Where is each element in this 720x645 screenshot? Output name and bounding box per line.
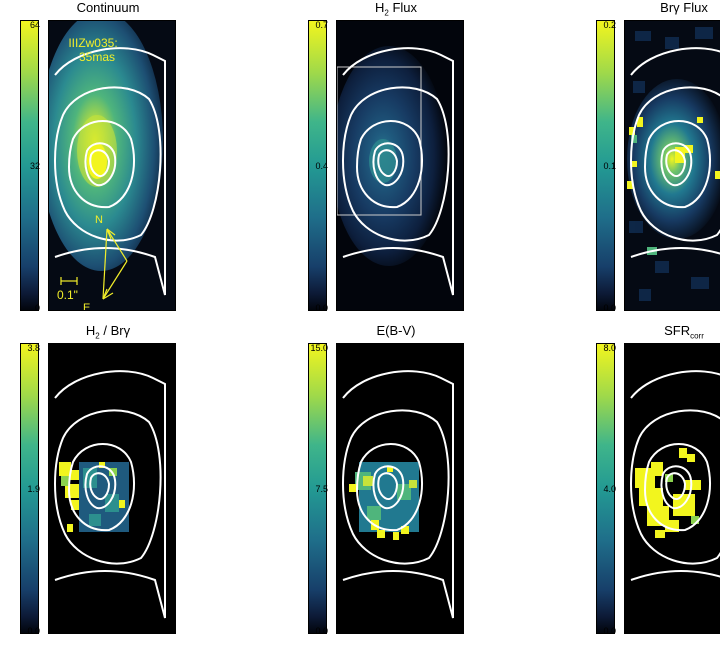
panel-title: SFRcorr bbox=[664, 323, 704, 341]
colorbar-tick-mid: 4.0 bbox=[603, 484, 616, 494]
colorbar-tick-top: 3.8 bbox=[27, 343, 40, 353]
colorbar-tick-mid: 7.5 bbox=[315, 484, 328, 494]
east-label: E bbox=[83, 302, 90, 310]
panel-continuum: Continuum 64 32 0 bbox=[0, 0, 240, 322]
panel-h2-flux: H2 Flux 0.7 0.4 0.0 bbox=[288, 0, 528, 322]
colorbar: 8.0 4.0 0.0 bbox=[596, 343, 616, 636]
colorbar: 15.0 7.5 0.0 bbox=[308, 343, 328, 636]
colorbar-tick-mid: 0.1 bbox=[603, 161, 616, 171]
colorbar: 0.2 0.1 0.0 bbox=[596, 20, 616, 313]
north-label: N bbox=[95, 214, 103, 226]
colorbar: 0.7 0.4 0.0 bbox=[308, 20, 328, 313]
colorbar-tick-bottom: 0 bbox=[34, 303, 40, 313]
panel-title: Brγ Flux bbox=[660, 0, 708, 15]
colorbar-tick-bottom: 0.0 bbox=[315, 626, 328, 636]
colorbar: 64 32 0 bbox=[20, 20, 40, 313]
map-h2-brg bbox=[48, 343, 176, 634]
panel-sfr: SFRcorr 8.0 4.0 0.0 bbox=[576, 323, 720, 645]
panel-ebv: E(B-V) 15.0 7.5 0.0 bbox=[288, 323, 528, 645]
colorbar-tick-top: 64 bbox=[29, 20, 40, 30]
colorbar-tick-mid: 1.9 bbox=[27, 484, 40, 494]
map-brg-flux bbox=[624, 20, 720, 311]
panel-title: E(B-V) bbox=[376, 323, 416, 338]
colorbar-tick-bottom: 0.0 bbox=[315, 303, 328, 313]
colorbar-tick-bottom: 0.0 bbox=[603, 303, 616, 313]
panel-title: H2 Flux bbox=[374, 0, 417, 18]
map-sfr bbox=[624, 343, 720, 634]
colorbar-tick-mid: 0.4 bbox=[315, 161, 328, 171]
panel-h2-brg: H2 / Brγ 3.8 1.9 0.0 bbox=[0, 323, 240, 645]
panel-title: Continuum bbox=[76, 0, 140, 15]
map-ebv bbox=[336, 343, 464, 634]
colorbar-tick-top: 15.0 bbox=[310, 343, 328, 353]
object-name-label: IIIZw035: bbox=[68, 36, 117, 50]
colorbar-tick-bottom: 0.0 bbox=[27, 626, 40, 636]
colorbar: 3.8 1.9 0.0 bbox=[20, 343, 40, 636]
panel-title: H2 / Brγ bbox=[85, 323, 131, 341]
colorbar-tick-top: 0.7 bbox=[315, 20, 328, 30]
colorbar-tick-mid: 32 bbox=[29, 161, 40, 171]
scale-label: 0.1" bbox=[57, 288, 78, 302]
panel-brg-flux: Brγ Flux 0.2 0.1 0.0 bbox=[576, 0, 720, 322]
compass-arrows bbox=[60, 228, 128, 300]
map-continuum: IIIZw035: 35mas N E 0.1" bbox=[48, 20, 176, 311]
resolution-label: 35mas bbox=[79, 50, 115, 64]
map-h2-flux bbox=[336, 20, 464, 311]
colorbar-tick-bottom: 0.0 bbox=[603, 626, 616, 636]
colorbar-tick-top: 0.2 bbox=[603, 20, 616, 30]
colorbar-tick-top: 8.0 bbox=[603, 343, 616, 353]
